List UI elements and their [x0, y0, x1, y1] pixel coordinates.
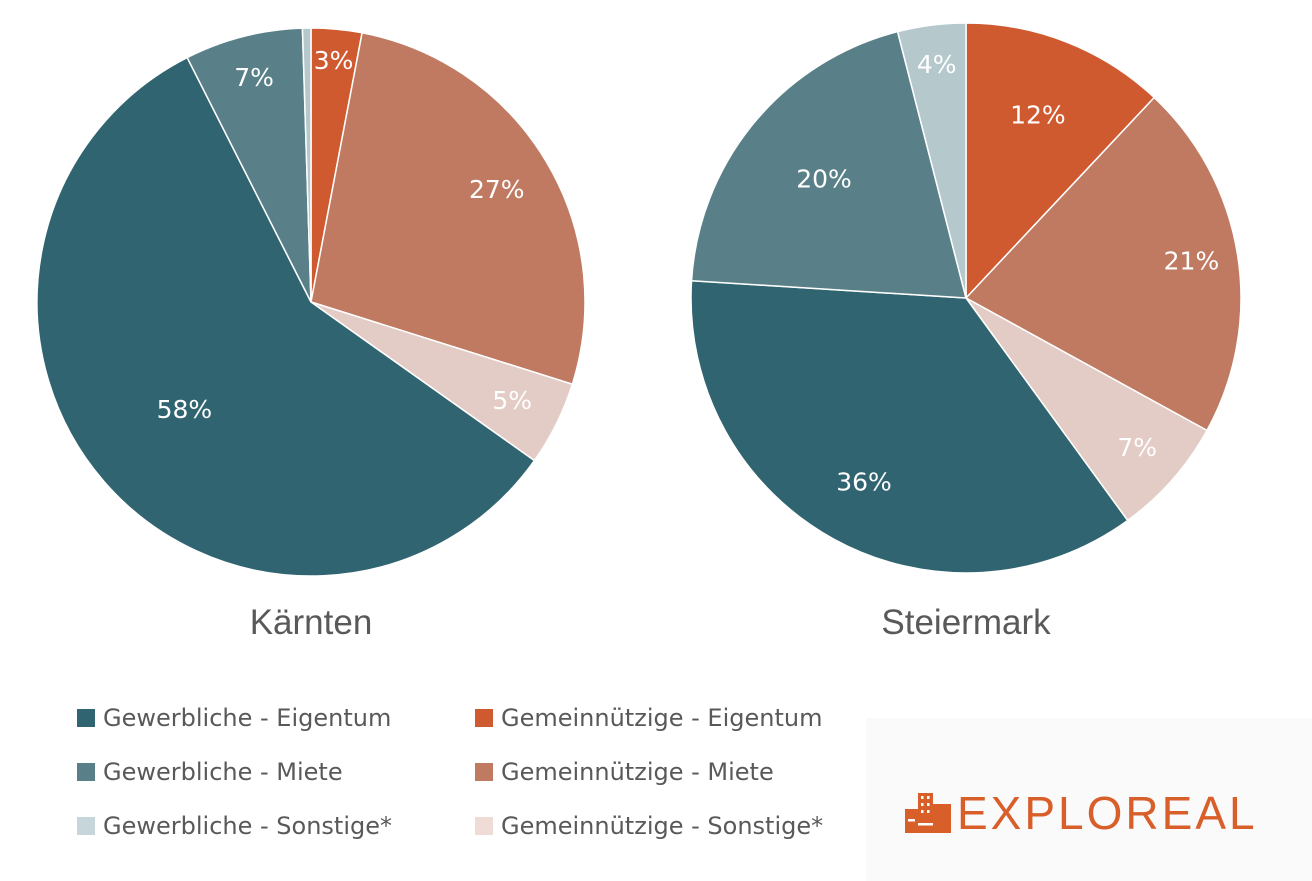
- chart-title-kaernten: Kärnten: [250, 603, 373, 642]
- legend-swatch: [77, 817, 95, 835]
- slice-label-kaernten-gew_miete: 7%: [234, 63, 274, 92]
- pie-slice-steiermark-gew_eig: [690, 279, 1129, 574]
- legend-swatch: [475, 817, 493, 835]
- slice-label-steiermark-gew_miete: 20%: [796, 165, 852, 194]
- explorereal-logo: EXPLOREAL: [905, 790, 1258, 836]
- legend-item-gemeinnuetzige-miete: Gemeinnützige - Miete: [475, 754, 774, 790]
- legend: Gewerbliche - Eigentum Gemeinnützige - E…: [77, 700, 897, 850]
- pie-slice-steiermark-gew_sonst: [896, 22, 967, 299]
- legend-item-gewerbliche-eigentum: Gewerbliche - Eigentum: [77, 700, 391, 736]
- slice-label-kaernten-gem_sonst: 5%: [492, 386, 532, 415]
- slice-label-steiermark-gew_eig: 36%: [836, 468, 892, 497]
- legend-swatch: [475, 763, 493, 781]
- slice-label-steiermark-gem_eig: 12%: [1010, 100, 1066, 129]
- slice-label-steiermark-gew_sonst: 4%: [917, 50, 957, 79]
- legend-item-gemeinnuetzige-eigentum: Gemeinnützige - Eigentum: [475, 700, 822, 736]
- logo-wordmark: EXPLOREAL: [957, 790, 1258, 836]
- legend-label: Gewerbliche - Miete: [103, 758, 343, 786]
- pie-slice-steiermark-gem_sonst: [965, 297, 1208, 522]
- legend-item-gemeinnuetzige-sonstige: Gemeinnützige - Sonstige*: [475, 808, 823, 844]
- building-icon: [905, 793, 951, 833]
- logo-wordmark-part: REAL: [1125, 787, 1258, 839]
- slice-label-kaernten-gem_miete: 27%: [469, 175, 525, 204]
- pie-slice-steiermark-gew_miete: [690, 30, 967, 299]
- legend-label: Gemeinnützige - Eigentum: [501, 704, 823, 732]
- legend-label: Gemeinnützige - Miete: [501, 758, 774, 786]
- pie-slice-kaernten-gew_eig: [36, 56, 536, 577]
- legend-item-gewerbliche-sonstige: Gewerbliche - Sonstige*: [77, 808, 392, 844]
- legend-swatch: [77, 763, 95, 781]
- pie-slice-kaernten-gem_miete: [310, 31, 586, 386]
- legend-item-gewerbliche-miete: Gewerbliche - Miete: [77, 754, 343, 790]
- pie-slice-kaernten-gew_miete: [186, 27, 312, 303]
- slice-label-steiermark-gem_miete: 21%: [1164, 246, 1220, 275]
- chart-title-steiermark: Steiermark: [881, 603, 1051, 642]
- pie-slice-steiermark-gem_miete: [964, 96, 1242, 432]
- legend-swatch: [475, 709, 493, 727]
- slice-label-kaernten-gem_eig: 3%: [314, 46, 354, 75]
- pie-slice-steiermark-gem_eig: [965, 22, 1156, 300]
- legend-swatch: [77, 709, 95, 727]
- pie-slice-kaernten-gew_sonst: [301, 27, 312, 303]
- slice-label-steiermark-gem_sonst: 7%: [1117, 433, 1157, 462]
- legend-label: Gewerbliche - Sonstige*: [103, 812, 392, 840]
- slice-label-kaernten-gew_eig: 58%: [157, 395, 213, 424]
- legend-label: Gemeinnützige - Sonstige*: [501, 812, 824, 840]
- logo-panel: [866, 718, 1312, 881]
- legend-label: Gewerbliche - Eigentum: [103, 704, 392, 732]
- logo-wordmark-part: EXPLO: [957, 787, 1126, 839]
